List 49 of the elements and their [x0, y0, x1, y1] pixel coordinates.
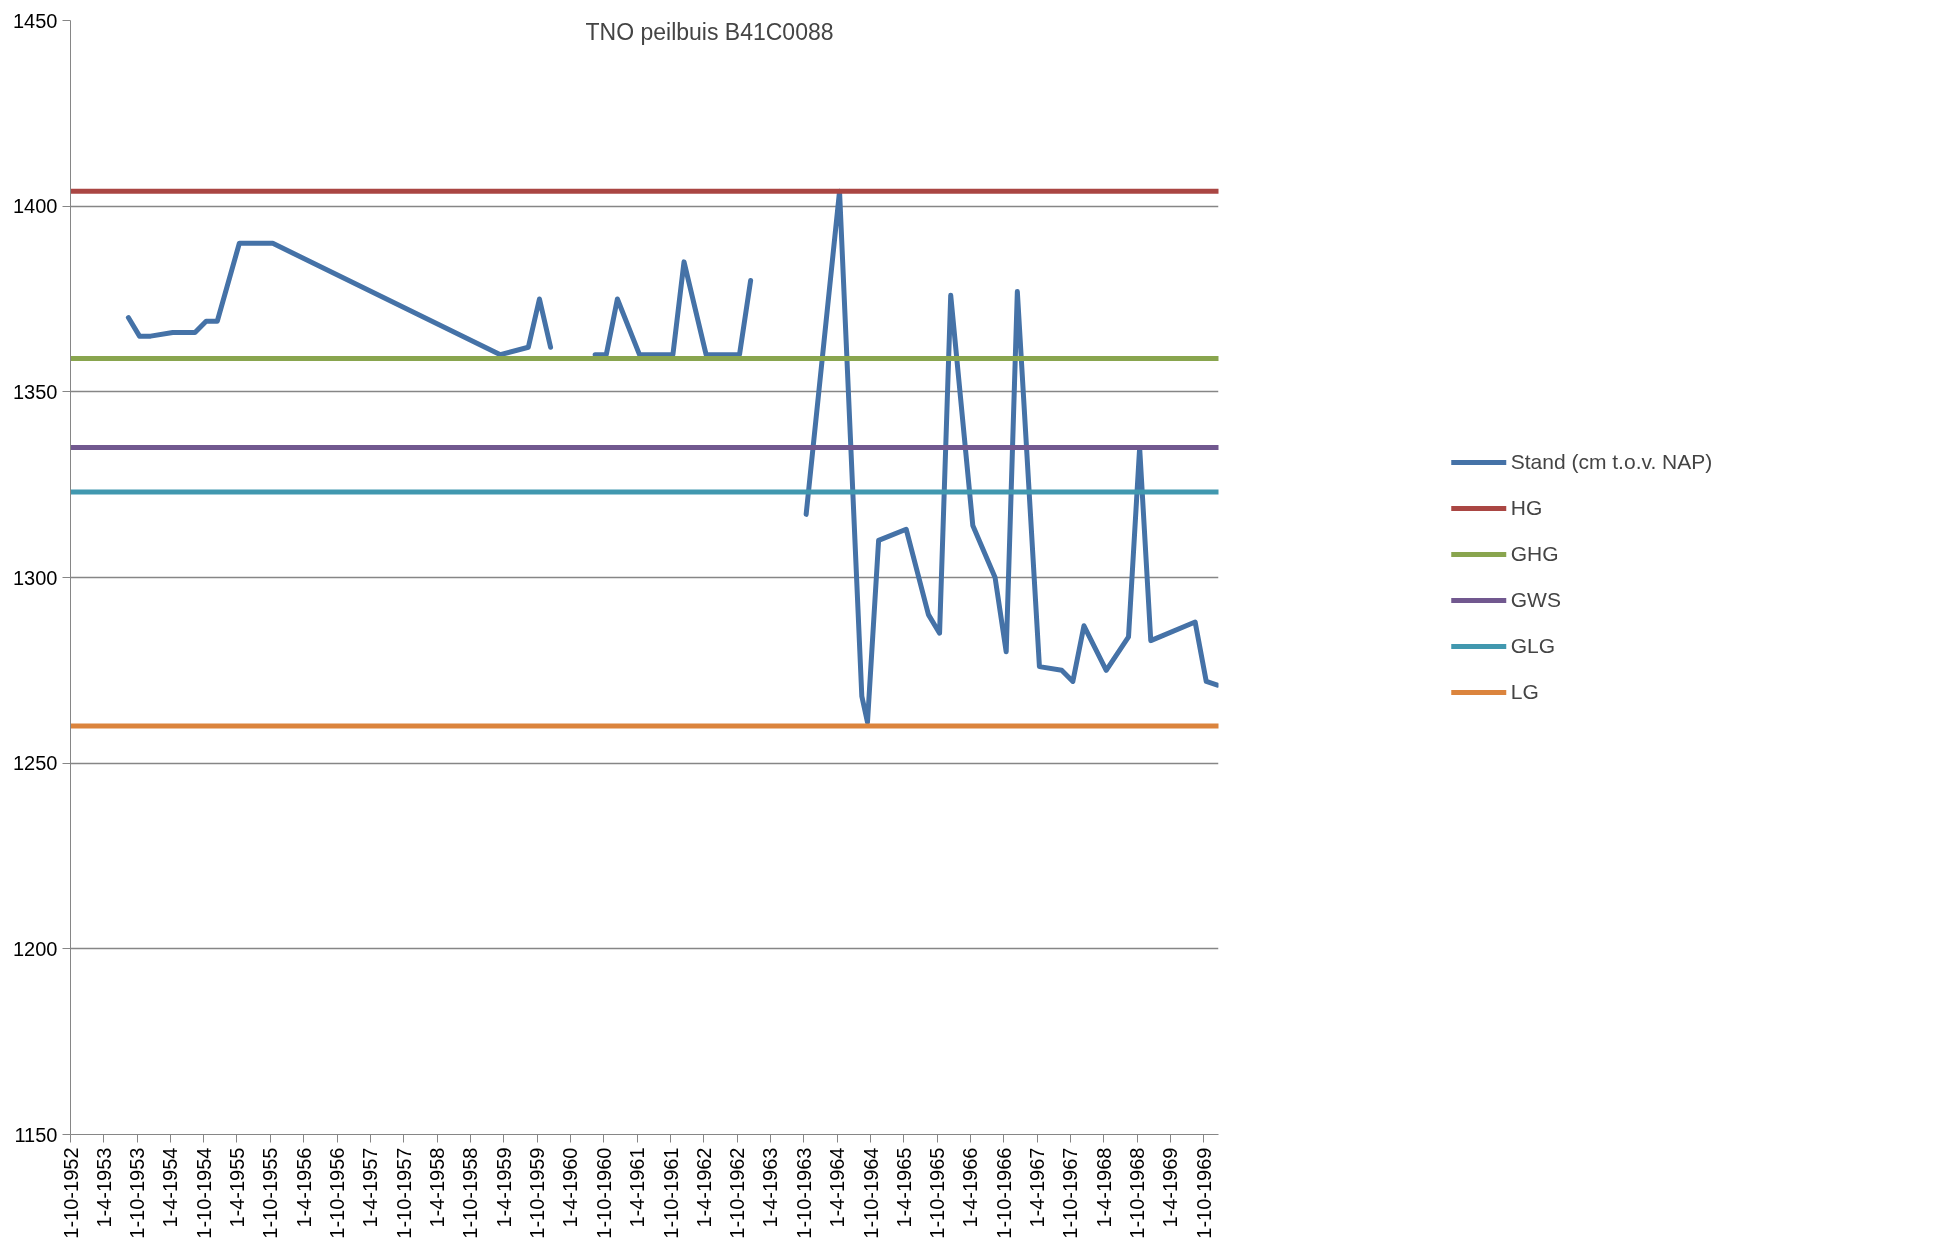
x-tick-label: 1-4-1967 — [1026, 1147, 1049, 1228]
x-tick-label: 1-4-1956 — [292, 1147, 315, 1228]
x-tick-label: 1-10-1959 — [526, 1147, 549, 1239]
legend-label: GHG — [1510, 542, 1559, 566]
x-tick-label: 1-10-1952 — [59, 1147, 82, 1239]
x-tick-label: 1-10-1966 — [992, 1147, 1015, 1239]
x-tick-label: 1-4-1969 — [1159, 1147, 1182, 1228]
y-tick-label: 1300 — [13, 566, 58, 589]
x-tick-label: 1-10-1962 — [726, 1147, 749, 1239]
x-tick-label: 1-10-1961 — [659, 1147, 682, 1239]
y-tick-label: 1250 — [13, 752, 58, 775]
x-tick-label: 1-4-1954 — [159, 1147, 182, 1228]
x-tick-label: 1-4-1964 — [826, 1147, 849, 1228]
x-tick-label: 1-4-1958 — [426, 1147, 449, 1228]
x-tick-label: 1-4-1965 — [892, 1147, 915, 1228]
x-tick-label: 1-10-1957 — [392, 1147, 415, 1239]
x-tick-label: 1-10-1964 — [859, 1147, 882, 1239]
legend-label: GWS — [1510, 588, 1561, 612]
x-tick-label: 1-4-1959 — [492, 1147, 515, 1228]
x-tick-label: 1-10-1955 — [259, 1147, 282, 1239]
x-tick-label: 1-10-1965 — [926, 1147, 949, 1239]
x-tick-label: 1-10-1954 — [192, 1147, 215, 1239]
x-tick-label: 1-10-1956 — [326, 1147, 349, 1239]
x-tick-label: 1-4-1955 — [225, 1147, 248, 1228]
x-tick-label: 1-4-1962 — [692, 1147, 715, 1228]
y-tick-label: 1350 — [13, 380, 58, 403]
x-tick-label: 1-4-1961 — [626, 1147, 649, 1228]
y-tick-label: 1400 — [13, 195, 58, 218]
y-tick-label: 1200 — [13, 937, 58, 960]
x-tick-label: 1-10-1953 — [126, 1147, 149, 1239]
x-tick-label: 1-10-1969 — [1192, 1147, 1215, 1239]
x-tick-label: 1-10-1967 — [1059, 1147, 1082, 1239]
x-tick-label: 1-10-1960 — [592, 1147, 615, 1239]
chart-title: TNO peilbuis B41C0088 — [585, 18, 834, 45]
x-tick-label: 1-10-1968 — [1126, 1147, 1149, 1239]
x-tick-label: 1-4-1953 — [92, 1147, 115, 1228]
y-tick-label: 1150 — [14, 1123, 58, 1146]
x-tick-label: 1-4-1960 — [559, 1147, 582, 1228]
x-tick-label: 1-4-1968 — [1092, 1147, 1115, 1228]
legend-label: Stand (cm t.o.v. NAP) — [1510, 450, 1713, 474]
x-tick-label: 1-4-1957 — [359, 1147, 382, 1228]
x-tick-label: 1-4-1963 — [759, 1147, 782, 1228]
legend-label: LG — [1510, 680, 1539, 704]
legend-label: GLG — [1510, 634, 1556, 658]
y-tick-label: 1450 — [13, 9, 58, 32]
x-tick-label: 1-10-1958 — [459, 1147, 482, 1239]
legend-label: HG — [1510, 496, 1543, 520]
x-tick-label: 1-10-1963 — [792, 1147, 815, 1239]
x-tick-label: 1-4-1966 — [959, 1147, 982, 1228]
